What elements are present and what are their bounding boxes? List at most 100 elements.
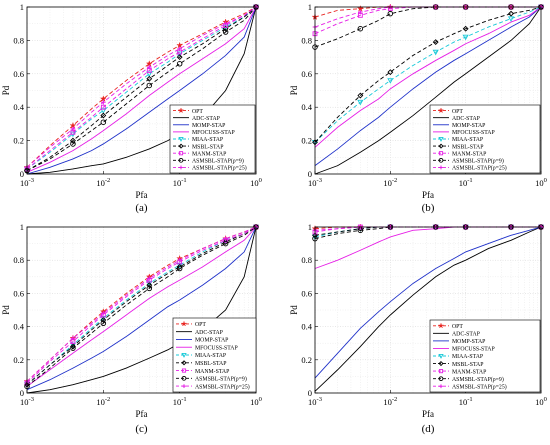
legend-label: MOMP-STAP [195,338,228,344]
legend-label: MSBL-STAP [452,362,483,368]
legend-marker [181,368,187,373]
point-asmsbl25 [146,64,152,70]
legend-label: MANM-STAP [452,369,486,375]
point-asmsbl25 [70,126,76,132]
series-line-asmsbl9 [26,6,257,172]
y-tick-label: 1 [20,222,24,232]
y-tick-label: 0.4 [13,102,24,112]
x-tick-label: 10-1 [459,177,473,188]
series-line-mfocuss [26,6,257,173]
y-tick-label: 0.6 [13,288,24,298]
legend-label: ASMSBL-STAP(ρ=25) [192,165,247,172]
point-msbl [222,25,229,32]
series-line-momp [314,226,542,379]
legend-label: MANM-STAP [195,369,229,375]
y-tick-label: 1 [308,222,312,232]
point-asmsbl9 [70,345,76,351]
y-axis-label: Pd [1,85,11,95]
x-tick-label: 10-3 [20,177,34,188]
point-msbl [146,282,153,289]
panel-caption: (b) [422,202,435,214]
point-msbl [357,92,364,99]
series-line-msbl [26,226,257,386]
axes-frame [314,6,542,175]
y-tick-label: 0.6 [13,69,24,79]
series-line-asmsbl9 [26,226,257,387]
point-asmsbl25 [101,311,106,316]
x-tick-label: 10-3 [308,396,322,407]
panel-b: 0 0.2 0.4 0.6 0.8 1 10-3 10-2 10-1 100 Pfa Pd (b) OPT… [289,2,547,214]
point-miaa [146,71,153,78]
legend-label: ASMSBL-STAP(ρ=25) [452,165,507,172]
legend-label: ADC-STAP [195,330,223,336]
series-line-momp [26,226,257,391]
point-msbl [432,39,439,46]
point-asmsbl9 [70,141,76,147]
legend-marker [438,151,444,156]
point-opt [99,95,107,102]
legend: OPTADC-STAPMOMP-STAPMFOCUSS-STAPMIAA-STA… [172,317,257,393]
y-tick-label: 0.2 [13,355,24,365]
legend-label: MSBL-STAP [195,361,226,367]
legend-marker [438,376,444,382]
series-line-momp [314,6,542,167]
legend-label: ASMSBL-STAP(ρ=9) [195,376,247,383]
axes-frame [314,226,542,394]
y-tick-label: 0 [308,169,312,179]
axes-frame [26,226,257,394]
point-miaa [357,99,364,106]
y-tick-label: 0.8 [13,255,24,265]
legend-label: MFOCUSS-STAP [195,345,238,351]
legend-marker [178,157,184,163]
series-line-momp [26,6,257,175]
point-miaa [100,108,107,114]
point-opt [176,41,184,49]
x-tick-label: 100 [535,177,547,188]
legend-marker [181,360,187,366]
legend-marker [439,165,443,170]
legend-marker [177,107,185,114]
series-line-adc [26,6,257,175]
axes-frame [26,6,257,175]
x-tick-label: 10-2 [96,396,110,407]
point-msbl [462,25,469,32]
point-asmsbl9 [100,320,107,327]
series-line-msbl [26,6,257,172]
point-asmsbl9 [100,119,107,125]
y-tick-label: 0.2 [301,355,312,365]
legend-label: MOMP-STAP [452,339,485,345]
series-line-msbl [314,6,542,143]
legend-label: ADC-STAP [452,332,480,338]
legend-marker [438,143,444,149]
point-msbl [70,343,76,350]
x-tick-label: 10-1 [173,177,187,188]
point-asmsbl25 [223,236,228,241]
x-axis-label: Pfa [136,190,148,200]
point-asmsbl9 [222,29,229,35]
legend-label: MANM-STAP [452,151,486,157]
y-tick-label: 0.6 [301,288,312,298]
point-asmsbl9 [387,10,394,17]
legend-label: ASMSBL-STAP(ρ=9) [192,158,244,165]
legend-marker [438,157,444,163]
legend-label: MSBL-STAP [192,144,223,150]
point-asmsbl25 [70,335,76,341]
legend-label: MIAA-STAP [192,137,223,143]
x-tick-label: 10-3 [20,396,34,407]
x-tick-label: 100 [250,177,262,188]
y-tick-label: 0.8 [301,255,312,265]
legend-marker [439,384,443,389]
legend-marker [438,361,444,367]
legend-label: OPT [192,109,203,115]
series-line-manm [26,6,257,170]
legend: OPTADC-STAPMOMP-STAPMFOCUSS-STAPMIAA-STA… [429,104,541,174]
legend-marker [178,151,184,156]
point-opt [145,59,153,67]
x-tick-label: 100 [250,396,262,407]
series-line-mfocuss [26,226,257,387]
point-asmsbl25 [358,9,363,15]
x-tick-label: 10-2 [96,177,110,188]
point-msbl [100,112,107,119]
